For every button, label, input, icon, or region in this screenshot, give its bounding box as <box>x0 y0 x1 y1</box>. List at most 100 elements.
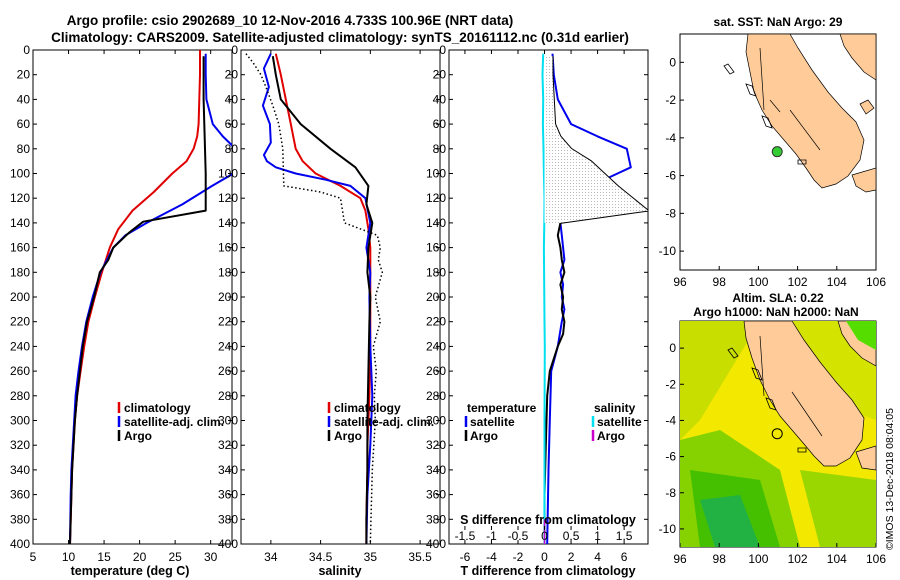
map-x-tick-label: 98 <box>713 275 727 289</box>
difference-x-ticks: -6 -4 -2 0 2 4 6 <box>460 50 628 564</box>
temperature-legend: climatology satellite-adj. clim. Argo <box>117 401 224 443</box>
y-tick-label: 360 <box>10 488 30 502</box>
y-tick-label: 0 <box>231 43 238 57</box>
map-y-tick-label: -6 <box>665 169 676 183</box>
map-y-tick-label: -6 <box>665 450 676 464</box>
s-diff-tick-label: -1 <box>486 529 497 543</box>
y-tick-label: 60 <box>17 117 31 131</box>
legend-label-satellite: satellite-adj. clim. <box>124 415 224 429</box>
y-tick-label: 80 <box>225 142 239 156</box>
y-tick-label: 280 <box>10 389 30 403</box>
map-y-tick-label: -10 <box>659 244 677 258</box>
x-tick-label: 0 <box>541 550 548 564</box>
salinity-panel: 0 20 40 60 80 100 120 140 160 180 200 220 240 260 280 3… <box>218 43 441 578</box>
mentawai-island-1 <box>723 63 735 75</box>
map-x-tick-label: 104 <box>827 552 847 566</box>
legend-label-argo: Argo <box>334 429 362 443</box>
y-tick-label: 180 <box>10 265 30 279</box>
temperature-panel: 0 20 40 60 80 100 120 140 160 180 200 220 240 260 280 3… <box>10 43 233 578</box>
java-landmass-sla <box>855 445 876 471</box>
y-tick-label: 20 <box>17 68 31 82</box>
x-tick-label: 34 <box>264 550 278 564</box>
sla-lower-right-green <box>800 470 876 547</box>
y-tick-label: 220 <box>10 315 30 329</box>
salinity-legend: climatology satellite-adj. clim. Argo <box>327 401 434 443</box>
map-y-tick-label: -4 <box>665 131 676 145</box>
legend-label-s-argo: Argo <box>597 429 625 443</box>
mentawai-island-sla-3 <box>765 397 777 411</box>
y-tick-label: 260 <box>10 364 30 378</box>
series-line-satellite-adj-clim- <box>261 53 374 544</box>
sst-map-panel: sat. SST: NaN Argo: 29 96 98 100 102 104 106 … <box>659 15 887 289</box>
mentawai-island-2 <box>745 83 757 97</box>
legend-label-climatology: climatology <box>124 401 191 415</box>
s-difference-xlabel: S difference from climatology <box>460 513 636 527</box>
s-diff-tick-label: 0.5 <box>563 529 580 543</box>
legend-label-argo: Argo <box>124 429 152 443</box>
y-tick-label: 400 <box>426 537 446 551</box>
sla-map-title: Altim. SLA: 0.22 <box>732 291 824 305</box>
x-tick-label: 5 <box>30 550 37 564</box>
y-tick-label: 240 <box>10 339 30 353</box>
salinity-y-ticks: 0 20 40 60 80 100 120 140 160 180 200 220 240 260 280 3… <box>218 43 440 551</box>
y-tick-label: 320 <box>218 438 238 452</box>
x-tick-label: 15 <box>97 550 111 564</box>
y-tick-label: 40 <box>17 92 31 106</box>
series-line-argo <box>69 56 207 544</box>
x-tick-label: 20 <box>133 550 147 564</box>
legend-temperature-header: temperature <box>467 401 537 415</box>
x-tick-label: 2 <box>568 550 575 564</box>
y-tick-label: 280 <box>426 389 446 403</box>
y-tick-label: 340 <box>426 463 446 477</box>
sla-strait-green <box>846 321 876 350</box>
x-tick-label: -2 <box>513 550 524 564</box>
x-tick-label: 30 <box>204 550 218 564</box>
y-tick-label: 120 <box>426 191 446 205</box>
legend-salinity-header: salinity <box>594 401 636 415</box>
legend-label-climatology: climatology <box>334 401 401 415</box>
sumatra-landmass <box>745 34 865 189</box>
difference-shading <box>544 56 648 223</box>
legend-label-s-satellite: satellite <box>597 415 642 429</box>
y-tick-label: 160 <box>10 241 30 255</box>
sla-map-subtitle: Argo h1000: NaN h2000: NaN <box>693 305 858 319</box>
y-tick-label: 100 <box>426 167 446 181</box>
y-tick-label: 60 <box>225 117 239 131</box>
y-tick-label: 20 <box>433 68 447 82</box>
sla-field <box>680 321 876 547</box>
y-tick-label: 120 <box>10 191 30 205</box>
y-tick-label: 220 <box>218 315 238 329</box>
y-tick-label: 40 <box>433 92 447 106</box>
difference-legend: temperature satellite Argo salinity sate… <box>464 401 642 443</box>
sst-profile-marker <box>771 146 783 158</box>
enggano-island <box>797 159 807 165</box>
map-y-tick-label: -8 <box>665 206 676 220</box>
temperature-xlabel: temperature (deg C) <box>71 564 190 578</box>
peninsula-landmass <box>839 34 876 81</box>
y-tick-label: 40 <box>225 92 239 106</box>
x-tick-label: 35 <box>364 550 378 564</box>
map-x-tick-label: 106 <box>866 275 886 289</box>
mentawai-island-sla-2 <box>751 367 763 381</box>
x-tick-label: 10 <box>62 550 76 564</box>
y-tick-label: 140 <box>426 216 446 230</box>
temperature-axes-frame <box>32 49 233 545</box>
temperature-series <box>69 50 232 544</box>
s-diff-tick-label: -1.5 <box>455 529 476 543</box>
map-y-tick-label: 0 <box>669 341 676 355</box>
y-tick-label: 0 <box>23 43 30 57</box>
y-tick-label: 360 <box>426 488 446 502</box>
legend-label-satellite: satellite-adj. clim. <box>334 415 434 429</box>
y-tick-label: 0 <box>439 43 446 57</box>
x-tick-label: -4 <box>486 550 497 564</box>
legend-label-t-satellite: satellite <box>470 415 515 429</box>
y-tick-label: 400 <box>218 537 238 551</box>
map-y-tick-label: -2 <box>665 93 676 107</box>
y-tick-label: 160 <box>218 241 238 255</box>
y-tick-label: 140 <box>218 216 238 230</box>
difference-panel: 0204060801001201401601802002202402602803… <box>426 43 649 578</box>
y-tick-label: 100 <box>10 167 30 181</box>
mentawai-island-3 <box>761 115 773 129</box>
y-tick-label: 320 <box>10 438 30 452</box>
